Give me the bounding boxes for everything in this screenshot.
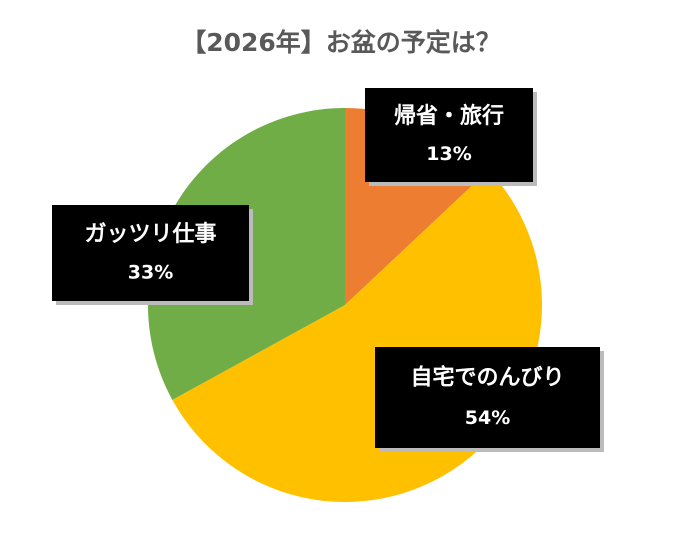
chart-title: 【2026年】お盆の予定は？ [181, 28, 501, 57]
label-box [365, 88, 533, 182]
label-name: 帰省・旅行 [394, 103, 504, 129]
label-value: 54% [465, 407, 510, 429]
label-name: 自宅でのんびり [410, 364, 564, 390]
label-name: ガッツリ仕事 [84, 221, 216, 247]
label-value: 13% [426, 143, 471, 165]
label-value: 33% [128, 262, 173, 284]
label-box [52, 205, 249, 301]
label-box [375, 347, 600, 448]
